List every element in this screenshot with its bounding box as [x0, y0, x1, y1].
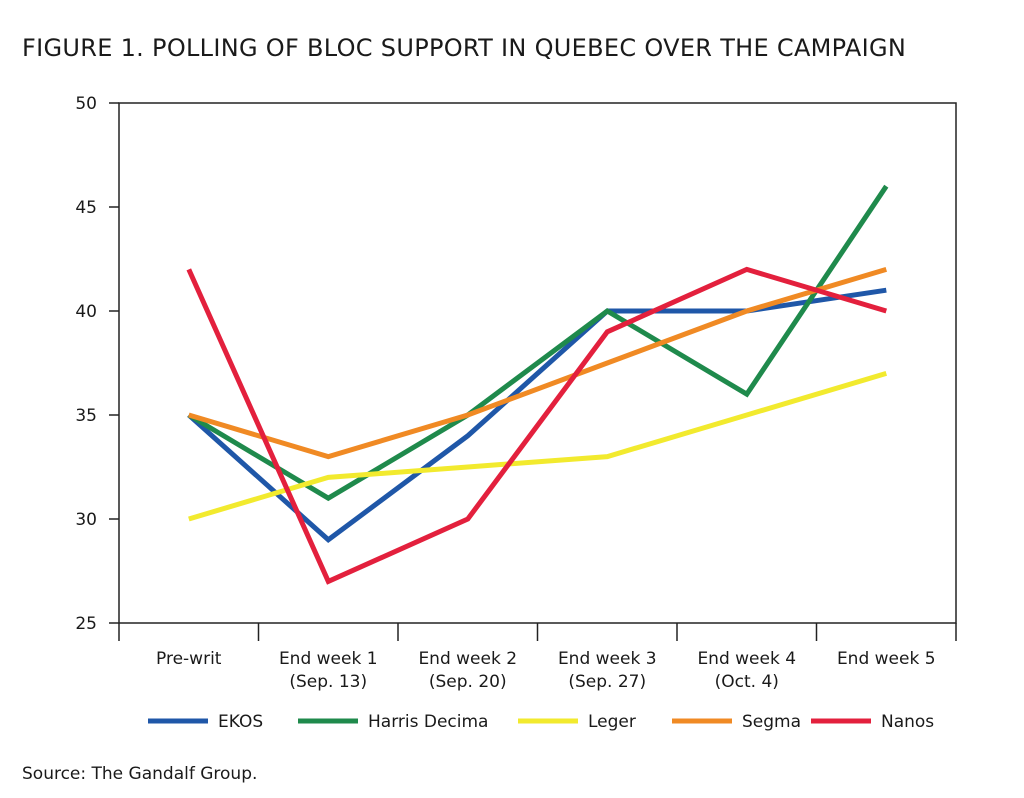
x-axis: Pre-writ End week 1 (Sep. 13) End week 2 (Se… — [118, 623, 957, 692]
x-tick-label: (Sep. 20) — [429, 672, 507, 692]
x-tick-label: End week 1 — [279, 649, 378, 669]
x-tick-label: End week 4 — [697, 649, 796, 669]
x-tick-label: End week 2 — [418, 649, 517, 669]
series-line-segma — [188, 267, 888, 460]
x-tick-label: (Sep. 27) — [568, 672, 646, 692]
legend-label: EKOS — [218, 712, 263, 732]
chart-title: FIGURE 1. POLLING OF BLOC SUPPORT IN QUE… — [22, 34, 907, 62]
y-tick-label: 35 — [75, 406, 97, 426]
x-tick-label: End week 5 — [837, 649, 936, 669]
legend-label: Nanos — [881, 712, 934, 732]
x-tick-label: End week 3 — [558, 649, 657, 669]
x-tick-label: Pre-writ — [156, 649, 222, 669]
series-lines — [186, 184, 889, 585]
legend-label: Leger — [588, 712, 636, 732]
y-tick-label: 50 — [75, 94, 97, 114]
legend-label: Segma — [742, 712, 801, 732]
y-tick-label: 30 — [75, 510, 97, 530]
source-note: Source: The Gandalf Group. — [22, 764, 258, 784]
x-tick-label: (Sep. 13) — [289, 672, 367, 692]
series-line-leger — [188, 371, 888, 522]
series-line-harris-decima — [187, 184, 889, 502]
y-tick-label: 40 — [75, 302, 97, 322]
series-line-nanos — [186, 266, 888, 585]
y-tick-label: 45 — [75, 198, 97, 218]
legend-label: Harris Decima — [368, 712, 488, 732]
series-line-ekos — [187, 287, 887, 544]
x-tick-label: (Oct. 4) — [715, 672, 779, 692]
legend: EKOS Harris Decima Leger Segma Nanos — [148, 712, 934, 732]
y-axis: 25 30 35 40 45 50 — [75, 94, 119, 634]
y-tick-label: 25 — [75, 614, 97, 634]
